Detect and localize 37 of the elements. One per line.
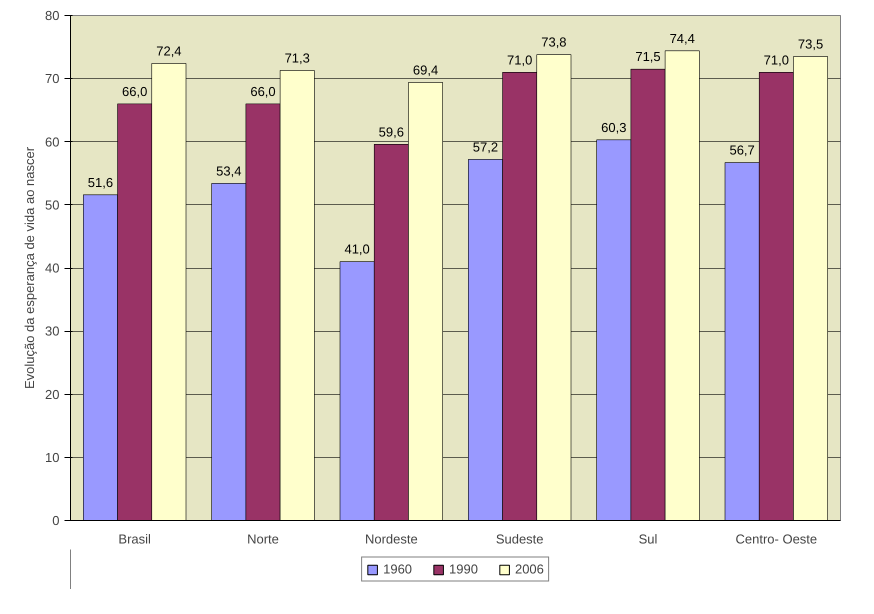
- data-label: 41,0: [344, 242, 370, 257]
- y-tick-label: 40: [45, 260, 60, 276]
- data-label: 56,7: [729, 142, 755, 158]
- y-tick-label: 20: [45, 386, 60, 402]
- data-label: 51,6: [88, 174, 114, 190]
- y-tick-label: 30: [45, 324, 60, 339]
- x-tick-label: Brasil: [118, 532, 152, 546]
- data-label: 69,4: [412, 62, 438, 78]
- data-label: 53,4: [216, 163, 242, 178]
- y-tick-label: 80: [45, 8, 60, 23]
- y-tick-label: 10: [45, 450, 60, 465]
- data-label: 59,6: [378, 124, 404, 140]
- x-tick-label: Nordeste: [364, 532, 418, 546]
- data-label: 74,4: [670, 30, 695, 46]
- data-label: 66,0: [250, 84, 276, 99]
- legend-label: 2006: [514, 562, 544, 576]
- y-tick-label: 50: [45, 197, 60, 212]
- data-label: 66,0: [122, 84, 148, 99]
- data-label: 72,4: [156, 43, 182, 58]
- data-label: 73,8: [541, 34, 567, 50]
- y-tick-label: 70: [45, 71, 60, 86]
- data-label: 73,5: [798, 36, 824, 52]
- data-label: 57,2: [472, 139, 498, 154]
- legend-label: 1990: [449, 562, 478, 576]
- data-label: 71,0: [507, 52, 532, 68]
- x-tick-label: Centro- Oeste: [736, 532, 818, 546]
- data-label: 71,3: [284, 50, 310, 66]
- legend-label: 1960: [383, 562, 412, 576]
- data-label: 71,5: [635, 49, 661, 64]
- x-tick-label: Norte: [247, 532, 279, 546]
- y-tick-label: 0: [52, 513, 60, 528]
- data-label: 71,0: [764, 52, 789, 68]
- y-axis-title: Evolução da esperança de vida ao nascer: [22, 146, 38, 390]
- x-tick-label: Sudeste: [496, 532, 544, 546]
- data-label: 60,3: [601, 120, 626, 135]
- x-tick-label: Sul: [638, 532, 658, 546]
- y-tick-label: 60: [45, 134, 60, 150]
